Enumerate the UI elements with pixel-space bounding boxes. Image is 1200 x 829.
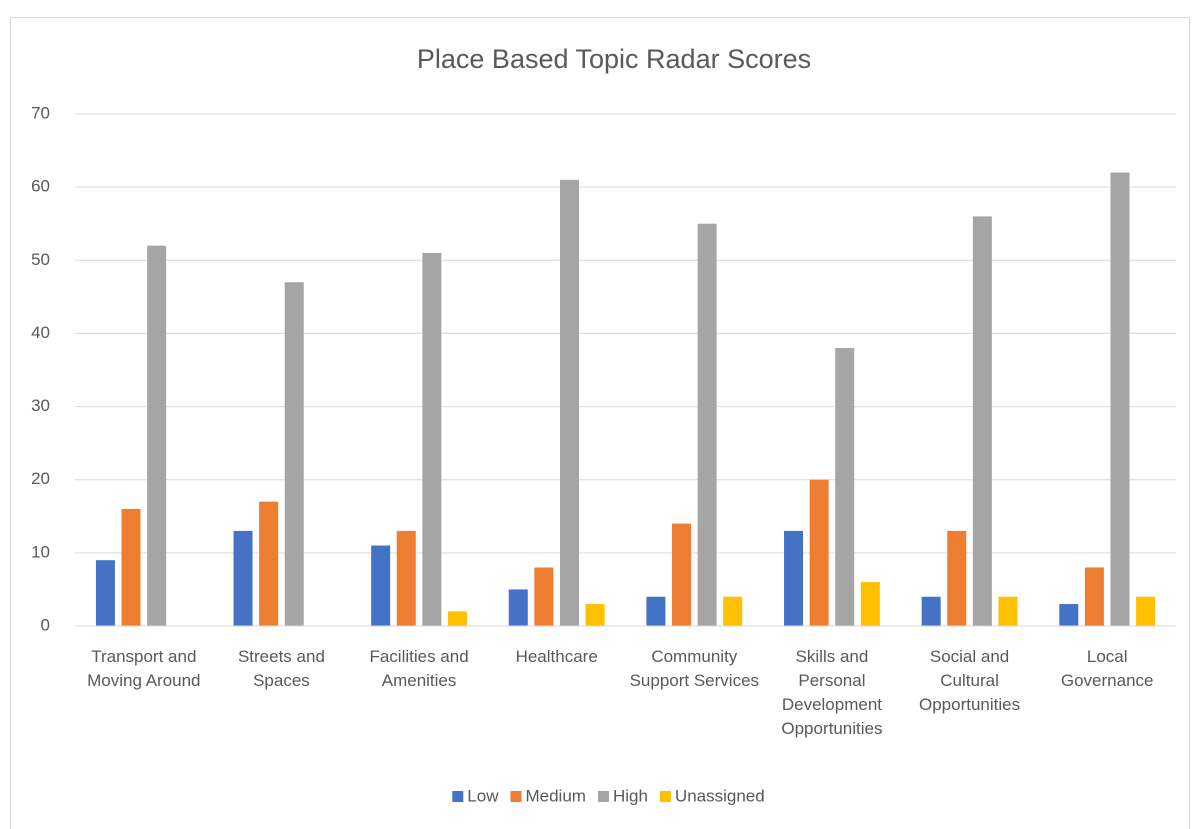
- chart-title: Place Based Topic Radar Scores: [417, 44, 811, 74]
- bar: [447, 611, 467, 626]
- y-tick-label: 60: [31, 177, 50, 196]
- y-tick-label: 30: [31, 396, 50, 415]
- legend-swatch: [510, 791, 522, 802]
- bar: [95, 560, 115, 626]
- x-tick-label: Community Support Services: [630, 647, 759, 690]
- x-tick-label: Transport and Moving Around: [87, 647, 200, 690]
- y-tick-label: 0: [41, 615, 50, 634]
- x-tick-label: Facilities and Amenities: [369, 647, 468, 690]
- bar: [1110, 172, 1130, 626]
- x-tick-label: Social and Cultural Opportunities: [919, 647, 1020, 714]
- legend-label: Low: [467, 786, 499, 805]
- bar: [371, 545, 391, 626]
- bar: [646, 596, 666, 626]
- legend-swatch: [597, 791, 609, 802]
- y-tick-label: 50: [31, 250, 50, 269]
- x-tick-label: Streets and Spaces: [238, 647, 325, 690]
- bar: [784, 530, 804, 626]
- bar: [835, 348, 855, 626]
- bar: [559, 179, 579, 627]
- legend-swatch: [659, 791, 671, 802]
- bar: [998, 596, 1018, 626]
- bar: [422, 252, 442, 626]
- bar: [972, 216, 992, 626]
- bar: [1084, 567, 1104, 626]
- bar: [1059, 604, 1079, 626]
- bar: [723, 596, 743, 626]
- bar: [233, 530, 253, 626]
- x-tick-label: Local Governance: [1061, 647, 1154, 690]
- bar: [284, 282, 304, 626]
- x-tick-label: Healthcare: [516, 647, 598, 666]
- bar: [672, 523, 692, 626]
- bar: [396, 530, 416, 626]
- chart-border: [10, 17, 1190, 829]
- bar: [121, 508, 141, 626]
- y-tick-label: 10: [31, 542, 50, 561]
- bar: [947, 530, 967, 626]
- bar: [259, 501, 279, 626]
- legend-label: Medium: [525, 786, 585, 805]
- bar: [1136, 596, 1156, 626]
- bar: [508, 589, 528, 626]
- bar: [860, 582, 880, 626]
- y-tick-label: 40: [31, 323, 50, 342]
- legend-swatch: [452, 791, 464, 802]
- legend-label: Unassigned: [675, 786, 765, 805]
- bar: [921, 596, 941, 626]
- legend-label: High: [613, 786, 648, 805]
- bar: [534, 567, 554, 626]
- x-tick-label: Skills and Personal Development Opportuniti…: [781, 647, 882, 738]
- bar: [585, 604, 605, 626]
- bar: [809, 479, 829, 626]
- bar: [697, 223, 717, 626]
- legend: Low Medium High Unassigned: [452, 786, 765, 805]
- y-tick-label: 70: [31, 103, 50, 122]
- y-tick-label: 20: [31, 469, 50, 488]
- bar: [147, 245, 167, 626]
